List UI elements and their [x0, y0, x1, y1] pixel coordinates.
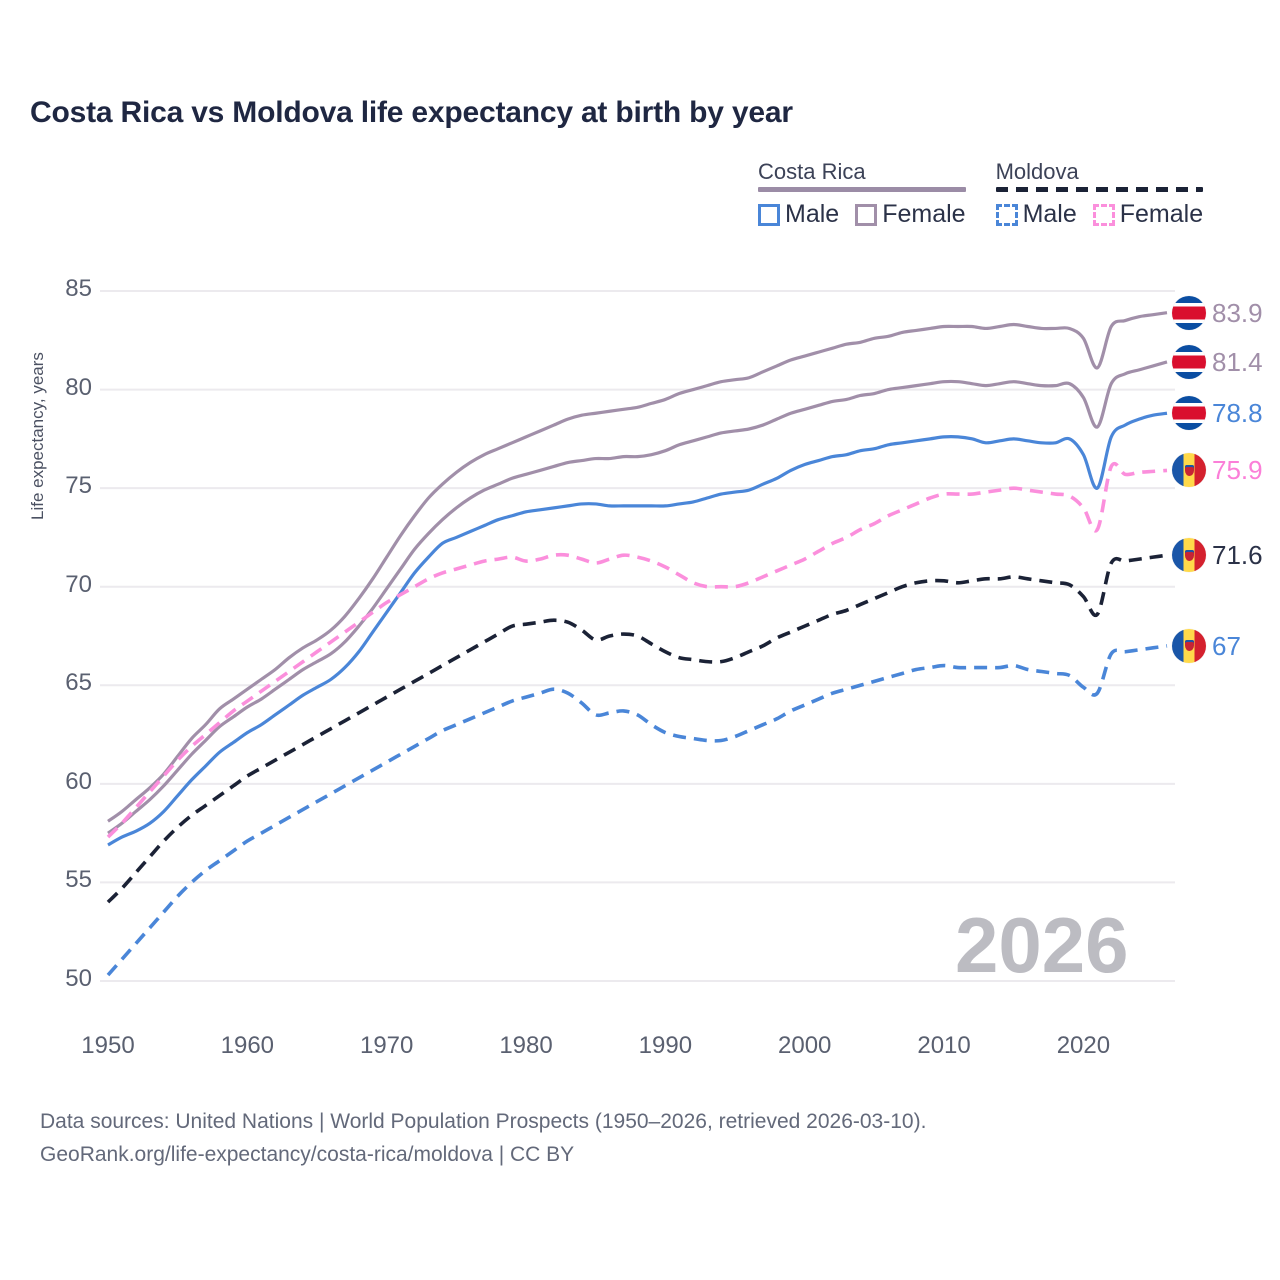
- y-tick-label: 55: [65, 866, 92, 894]
- end-label-costa-rica-total[interactable]: 81.4: [1172, 344, 1263, 379]
- y-tick-label: 50: [65, 965, 92, 992]
- end-label-value: 83.9: [1212, 297, 1263, 328]
- legend-swatch-icon-moldova-male: [995, 203, 1018, 226]
- costa-rica-flag-icon: [1172, 344, 1206, 379]
- y-tick-label: 80: [65, 373, 92, 401]
- x-tick-label: 2020: [1056, 1032, 1111, 1059]
- legend-country-moldova: Moldova: [995, 159, 1079, 184]
- legend-group-moldova: Moldova Male Female: [995, 159, 1204, 229]
- end-label-moldova-female[interactable]: 75.9: [1172, 453, 1263, 488]
- end-label-costa-rica-male[interactable]: 78.8: [1172, 396, 1263, 431]
- footer-sources: Data sources: United Nations | World Pop…: [40, 1106, 926, 1171]
- legend-swatch-icon-costa-rica-female: [855, 203, 878, 226]
- end-label-value: 75.9: [1212, 455, 1263, 486]
- legend-rule-costa-rica: [758, 187, 966, 193]
- costa-rica-flag-icon: [1172, 295, 1206, 330]
- legend-items-costa-rica: Male Female: [758, 202, 966, 227]
- legend-items-moldova: Male Female: [995, 200, 1204, 229]
- series-lines: [106, 311, 1168, 977]
- chart-legend: Costa Rica Male Female Moldova Male: [758, 159, 1204, 229]
- series-line-costa-rica-total: [107, 360, 1168, 835]
- legend-group-costa-rica: Costa Rica Male Female: [758, 159, 966, 227]
- legend-swatch-icon-moldova-female: [1092, 203, 1115, 226]
- series-line-costa-rica-female: [107, 311, 1168, 823]
- legend-swatch-icon-costa-rica-male: [758, 203, 780, 226]
- legend-country-costa-rica: Costa Rica: [758, 159, 866, 184]
- moldova-flag-icon: [1172, 538, 1206, 573]
- legend-label-costa-rica-female: Female: [882, 200, 966, 229]
- y-tick-label: 60: [65, 767, 92, 795]
- legend-label-costa-rica-male: Male: [785, 200, 840, 229]
- gridlines: [100, 290, 1175, 982]
- series-line-moldova-male: [106, 644, 1168, 977]
- legend-label-moldova-male: Male: [1022, 200, 1077, 229]
- end-label-value: 78.8: [1212, 398, 1263, 429]
- x-tick-label: 1990: [638, 1032, 693, 1059]
- series-line-moldova-female: [106, 461, 1168, 839]
- y-tick-label: 65: [65, 669, 92, 697]
- legend-item-moldova-female[interactable]: Female: [1092, 200, 1204, 229]
- x-tick-label: 1980: [499, 1032, 553, 1059]
- moldova-flag-icon: [1172, 453, 1206, 488]
- legend-item-costa-rica-female[interactable]: Female: [855, 200, 966, 229]
- x-tick-label: 1950: [81, 1032, 135, 1059]
- costa-rica-flag-icon: [1172, 396, 1206, 431]
- y-tick-label: 85: [65, 275, 92, 302]
- x-tick-label: 1960: [220, 1032, 275, 1059]
- footer-line-1: Data sources: United Nations | World Pop…: [40, 1110, 927, 1133]
- page-title: Costa Rica vs Moldova life expectancy at…: [30, 96, 793, 129]
- x-tick-label: 2000: [778, 1032, 832, 1059]
- end-label-value: 71.6: [1212, 540, 1263, 571]
- end-label-value: 81.4: [1212, 346, 1263, 377]
- end-label-moldova-male[interactable]: 67: [1172, 628, 1241, 663]
- legend-rule-moldova: [995, 187, 1204, 193]
- footer-line-2[interactable]: GeoRank.org/life-expectancy/costa-rica/m…: [40, 1142, 575, 1166]
- year-watermark: 2026: [955, 901, 1129, 989]
- series-line-moldova-total: [106, 553, 1168, 904]
- end-label-value: 67: [1212, 630, 1241, 661]
- moldova-flag-icon: [1172, 628, 1206, 663]
- legend-item-moldova-male[interactable]: Male: [995, 200, 1077, 229]
- x-tick-label: 1970: [359, 1032, 414, 1059]
- x-tick-label: 2010: [917, 1032, 971, 1059]
- end-label-costa-rica-female[interactable]: 83.9: [1172, 295, 1263, 330]
- end-label-moldova-total[interactable]: 71.6: [1172, 538, 1263, 573]
- series-line-costa-rica-male: [107, 411, 1168, 847]
- legend-item-costa-rica-male[interactable]: Male: [758, 202, 839, 227]
- y-tick-label: 70: [65, 570, 92, 598]
- y-tick-label: 75: [65, 472, 92, 500]
- legend-label-moldova-female: Female: [1119, 200, 1204, 229]
